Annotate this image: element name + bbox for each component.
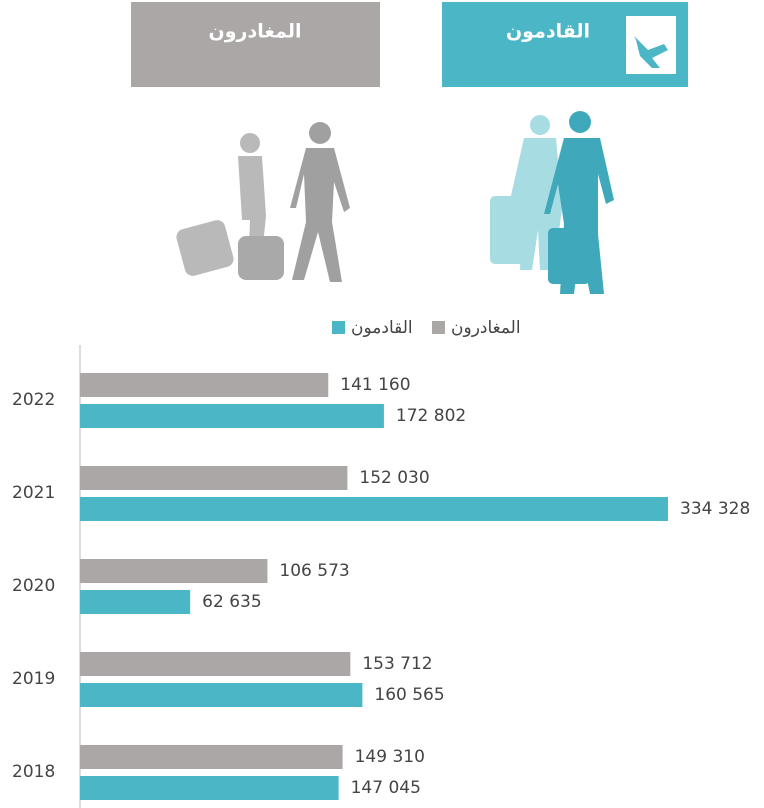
- y-tick-label: 2019: [12, 669, 55, 689]
- bar: [80, 559, 267, 583]
- departures-tab-label: المغادرون: [209, 21, 302, 43]
- departures-figures: [175, 122, 350, 282]
- departures-tab[interactable]: [131, 2, 380, 87]
- value-label: 334 328: [680, 499, 750, 519]
- bar: [80, 590, 190, 614]
- bar: [80, 776, 339, 800]
- value-label: 153 712: [362, 654, 432, 674]
- bar: [80, 745, 343, 769]
- legend-label: القادمون: [351, 318, 413, 338]
- y-tick-label: 2018: [12, 762, 55, 782]
- value-label: 149 310: [355, 747, 425, 767]
- arrivals-tab-label: القادمون: [506, 21, 590, 43]
- value-label: 147 045: [351, 778, 421, 798]
- bar: [80, 652, 350, 676]
- bar: [80, 683, 362, 707]
- y-tick-label: 2022: [12, 390, 55, 410]
- bar: [80, 404, 384, 428]
- value-label: 62 635: [202, 592, 261, 612]
- bar: [80, 373, 328, 397]
- infographic: المغادرون القادمون القادمون المغادرون 2022…: [0, 0, 764, 808]
- legend-label: المغادرون: [451, 318, 521, 338]
- value-label: 152 030: [359, 468, 429, 488]
- value-label: 172 802: [396, 406, 466, 426]
- value-label: 106 573: [279, 561, 349, 581]
- value-label: 160 565: [374, 685, 444, 705]
- legend-swatch: [432, 321, 445, 334]
- y-tick-label: 2020: [12, 576, 55, 596]
- value-label: 141 160: [340, 375, 410, 395]
- y-tick-label: 2021: [12, 483, 55, 503]
- bar: [80, 497, 668, 521]
- arrivals-figures: [490, 111, 614, 294]
- bar: [80, 466, 347, 490]
- legend-swatch: [332, 321, 345, 334]
